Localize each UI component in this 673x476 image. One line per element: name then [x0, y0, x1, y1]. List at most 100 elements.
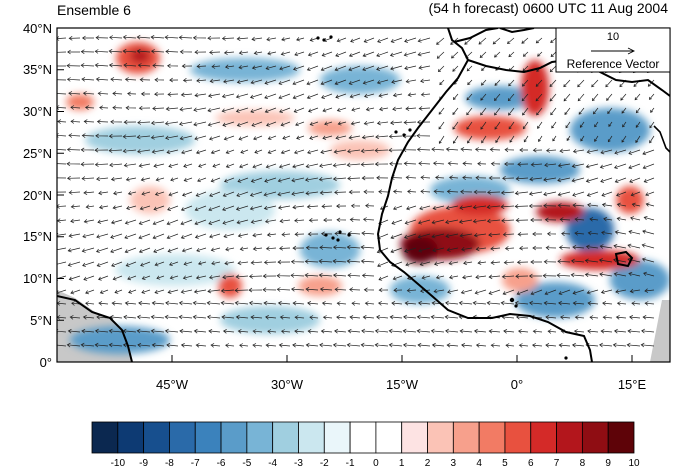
wind-vector [559, 217, 571, 222]
wind-vector [543, 300, 557, 306]
wind-vector [108, 48, 123, 54]
wind-vector [85, 204, 95, 210]
wind-vector [606, 93, 613, 101]
wind-vector [416, 133, 431, 139]
wind-vector [136, 134, 151, 140]
wind-vector [114, 289, 123, 294]
wind-vector [262, 273, 277, 279]
anomaly-blob [70, 326, 170, 354]
wind-vector [587, 328, 599, 334]
svg-text:30°W: 30°W [271, 377, 304, 392]
wind-vector [122, 148, 137, 154]
wind-vector [514, 204, 529, 209]
wind-vector [81, 328, 95, 334]
wind-vector [515, 218, 529, 223]
anomaly-blob [130, 49, 150, 63]
wind-vector [574, 217, 585, 222]
wind-vector [96, 314, 109, 320]
wind-vector [640, 342, 655, 348]
colorbar-tick-label: 9 [605, 458, 611, 469]
wind-vector [631, 202, 641, 207]
wind-vector [136, 48, 151, 54]
wind-vector [505, 343, 515, 348]
wind-vector [294, 218, 305, 223]
wind-vector [194, 233, 207, 239]
wind-vector [628, 271, 641, 277]
wind-vector [379, 106, 389, 112]
wind-vector [248, 300, 263, 306]
wind-vector [94, 49, 109, 54]
wind-vector [151, 149, 165, 154]
lat-tick: 10°N [23, 271, 64, 286]
wind-vector [645, 202, 655, 207]
wind-vector [57, 275, 67, 281]
wind-vector [307, 149, 319, 155]
wind-vector [361, 175, 375, 181]
wind-vector [68, 133, 81, 138]
wind-vector [110, 219, 123, 225]
wind-vector [98, 275, 109, 281]
wind-vector [152, 63, 165, 68]
wind-vector [98, 204, 109, 210]
wind-vector [150, 34, 165, 40]
wind-vector [502, 289, 515, 296]
wind-vector [279, 246, 291, 251]
wind-vector [570, 258, 585, 264]
wind-vector [537, 51, 543, 57]
wind-vector [416, 314, 431, 320]
wind-vector [265, 65, 277, 71]
wind-vector [154, 91, 165, 97]
wind-vector [431, 219, 445, 225]
wind-vector [519, 147, 528, 153]
wind-vector [388, 342, 403, 348]
wind-vector [391, 79, 403, 84]
wind-vector [319, 190, 333, 196]
wind-vector [99, 289, 109, 294]
wind-vector [374, 342, 389, 348]
wind-vector [635, 135, 641, 144]
reference-vector-label: Reference Vector [567, 57, 660, 71]
anomaly-blob [220, 306, 320, 334]
wind-vector [488, 328, 501, 334]
wind-vector [557, 259, 571, 264]
wind-vector [374, 161, 389, 167]
wind-vector [195, 275, 207, 280]
wind-vector [292, 163, 305, 169]
wind-vector [67, 261, 81, 267]
colorbar-tick-label: -6 [217, 458, 226, 469]
wind-vector [265, 246, 277, 251]
wind-vector [249, 205, 263, 211]
wind-vector [277, 259, 291, 265]
wind-vector [587, 202, 599, 208]
wind-vector [291, 177, 305, 183]
wind-vector [360, 162, 375, 167]
wind-vector [291, 191, 305, 196]
anomaly-blob [390, 276, 450, 304]
wind-vector [336, 107, 347, 112]
wind-vector [402, 328, 417, 334]
wind-vector [405, 79, 417, 84]
wind-vector [224, 64, 235, 70]
wind-vector [474, 147, 487, 152]
wind-vector [70, 105, 81, 110]
wind-vector [67, 49, 80, 55]
wind-vector [475, 343, 487, 348]
wind-vector [391, 219, 403, 225]
wind-vector [403, 161, 417, 166]
wind-vector [392, 92, 403, 98]
wind-vector [251, 65, 263, 70]
wind-vector [532, 147, 543, 153]
colorbar-swatch [169, 421, 196, 454]
wind-vector [290, 287, 305, 292]
wind-vector [421, 275, 431, 280]
wind-vector [81, 176, 95, 181]
wind-vector [507, 93, 515, 102]
wind-vector [334, 190, 347, 195]
wind-vector [419, 261, 431, 267]
wind-vector [348, 51, 361, 58]
wind-vector [235, 314, 249, 320]
wind-vector [545, 314, 557, 320]
wind-vector [348, 65, 361, 72]
wind-vector [223, 233, 235, 239]
wind-vector [332, 272, 347, 278]
